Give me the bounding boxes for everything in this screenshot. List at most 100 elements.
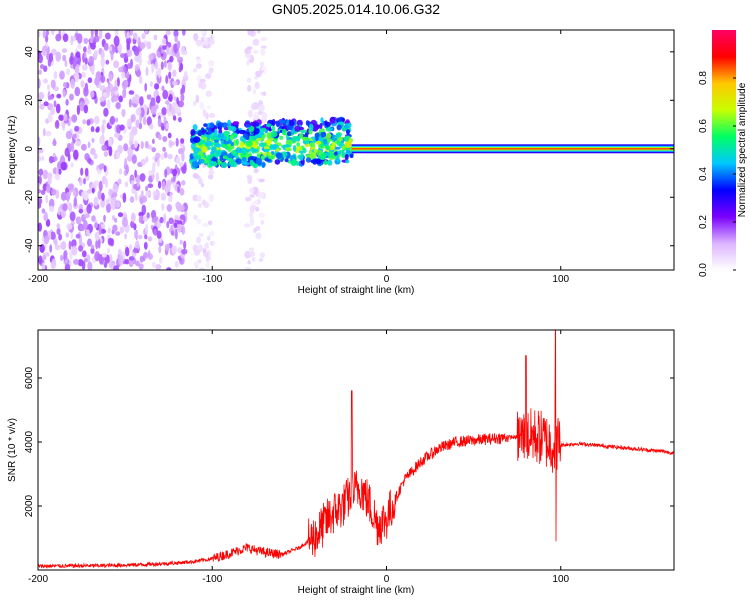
heatmap-cell xyxy=(150,97,156,107)
heatmap-cell xyxy=(206,235,211,241)
heatmap-cell xyxy=(143,251,149,259)
heatmap-cell xyxy=(160,61,164,70)
spectrogram-y-tick-label: -40 xyxy=(24,238,35,253)
heatmap-cell xyxy=(260,219,264,225)
colorbar-scale xyxy=(712,30,736,270)
heatmap-cell xyxy=(195,39,203,47)
heatmap-cell xyxy=(49,205,55,212)
heatmap-cell xyxy=(45,30,49,36)
heatmap-cell xyxy=(207,154,213,160)
heatmap-cell xyxy=(268,155,274,160)
heatmap-cell xyxy=(49,244,53,253)
heatmap-cell xyxy=(156,159,160,167)
heatmap-cell xyxy=(243,161,250,166)
heatmap-cell xyxy=(134,169,138,178)
heatmap-cell xyxy=(129,244,133,251)
heatmap-cell xyxy=(150,105,157,115)
heatmap-cell xyxy=(166,221,170,229)
heatmap-cell xyxy=(172,168,178,177)
heatmap-cell xyxy=(93,180,100,187)
heatmap-cell xyxy=(184,210,188,217)
heatmap-cell xyxy=(55,189,60,199)
heatmap-cell xyxy=(248,109,253,118)
snr-x-tick-label: -200 xyxy=(28,574,48,585)
heatmap-cell xyxy=(202,108,207,117)
heatmap-cell xyxy=(109,73,113,82)
heatmap-cell xyxy=(177,186,181,194)
heatmap-cell xyxy=(108,262,115,269)
heatmap-cell xyxy=(51,188,57,196)
heatmap-cell xyxy=(106,202,111,213)
heatmap-cell xyxy=(45,194,49,204)
heatmap-cell xyxy=(132,248,139,254)
heatmap-cell xyxy=(44,252,50,257)
heatmap-cell xyxy=(118,248,122,256)
heatmap-cell xyxy=(210,241,214,246)
heatmap-cell xyxy=(336,117,342,122)
heatmap-cell xyxy=(161,107,167,116)
heatmap-cell xyxy=(102,91,108,98)
heatmap-cell xyxy=(205,73,212,79)
heatmap-cell xyxy=(296,142,301,147)
heatmap-cell xyxy=(155,95,161,104)
heatmap-cell xyxy=(55,51,62,62)
heatmap-cell xyxy=(181,248,188,255)
heatmap-cell xyxy=(117,178,122,185)
heatmap-cell xyxy=(345,159,350,164)
heatmap-cell xyxy=(205,90,212,97)
heatmap-cell xyxy=(123,79,129,88)
heatmap-cell xyxy=(70,78,76,89)
heatmap-cell xyxy=(172,69,177,77)
heatmap-cell xyxy=(100,85,104,92)
heatmap-cell xyxy=(48,198,55,209)
heatmap-cell xyxy=(252,121,260,127)
heatmap-cell xyxy=(53,138,56,147)
colorbar-tick-label: 0.0 xyxy=(698,263,709,277)
heatmap-cell xyxy=(91,215,96,222)
heatmap-cell xyxy=(38,188,42,194)
heatmap-cell xyxy=(163,151,168,159)
heatmap-cell xyxy=(108,188,113,196)
heatmap-cell xyxy=(98,163,104,171)
heatmap-cell xyxy=(97,239,101,249)
heatmap-cell xyxy=(106,99,111,110)
heatmap-cell xyxy=(167,132,172,139)
heatmap-cell xyxy=(160,153,165,161)
heatmap-cell xyxy=(197,259,202,264)
heatmap-cell xyxy=(251,102,258,111)
heatmap-cell xyxy=(251,147,255,154)
heatmap-cell xyxy=(74,86,81,97)
heatmap-cell xyxy=(54,244,61,251)
heatmap-cell xyxy=(258,258,264,262)
heatmap-cell xyxy=(174,222,178,229)
heatmap-cell xyxy=(247,176,253,185)
heatmap-cell xyxy=(65,68,71,76)
snr-y-axis: 2000 4000 6000 xyxy=(24,366,674,517)
heatmap-cell xyxy=(112,183,119,194)
heatmap-cell xyxy=(63,250,67,261)
heatmap-cell xyxy=(344,141,352,148)
heatmap-cell xyxy=(41,155,45,161)
heatmap-cell xyxy=(324,121,331,127)
heatmap-cell xyxy=(193,214,198,220)
heatmap-cell xyxy=(38,31,41,38)
heatmap-cell xyxy=(83,178,86,185)
heatmap-cell xyxy=(90,246,95,255)
heatmap-cell xyxy=(330,118,336,124)
heatmap-cell xyxy=(164,184,169,194)
heatmap-cell xyxy=(325,145,331,150)
heatmap-cell xyxy=(177,106,181,115)
spectrogram-x-tick-label: 0 xyxy=(384,274,390,285)
heatmap-cell xyxy=(203,123,208,127)
heatmap-cell xyxy=(157,180,162,189)
heatmap-cell xyxy=(80,167,84,176)
heatmap-cell xyxy=(268,128,272,132)
heatmap-cell xyxy=(65,130,72,140)
heatmap-cell xyxy=(336,155,340,163)
heatmap-cell xyxy=(158,69,161,79)
heatmap-cell xyxy=(165,100,170,105)
heatmap-cell xyxy=(206,105,212,109)
heatmap-cell xyxy=(95,239,99,250)
heatmap-cell xyxy=(126,49,133,57)
heatmap-cell xyxy=(271,119,276,126)
